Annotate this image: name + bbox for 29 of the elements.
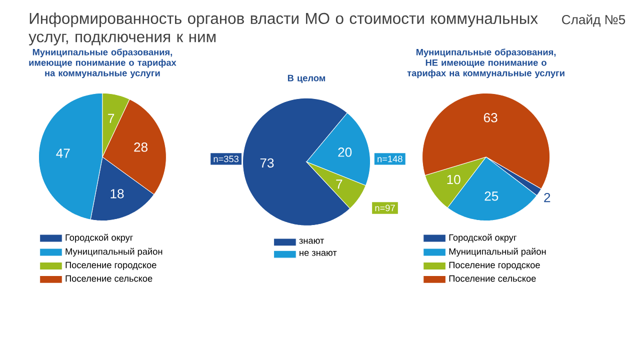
chart-title: Муниципальные образования, имеющие понимание о тарифах на коммунальные услуги [29,48,176,78]
text: n=148 [378,156,402,162]
legend-label: Поселение городское [66,262,156,270]
text: n=353 [214,156,239,162]
data-label: 25 [484,191,498,201]
data-label: 18 [110,189,124,198]
chart-title: В целом [288,74,326,83]
legend-label: Муниципальный район [449,248,546,257]
data-label: 20 [338,147,352,157]
text: Информированность органов власти МО о стоимости коммунальных услуг, подключения к ним [28,12,538,46]
legend-label: не знают [300,250,337,256]
data-label: 63 [484,112,498,122]
chart-title: Муниципальные образования, НЕ имеющие понимание о тарифах на коммунальные услуги [407,48,564,78]
legend-label: знают [299,238,324,244]
data-label: 28 [134,142,148,152]
legend-label: Городской округ [66,234,133,243]
data-label: 73 [260,158,274,168]
legend-label: Поселение сельское [66,275,152,282]
data-label: 47 [56,148,70,158]
text: Слайд №5 [562,14,626,27]
legend-label: Поселение городское [449,262,540,270]
data-label: 7 [108,114,114,123]
data-label: 10 [447,174,460,184]
data-label: 7 [336,180,342,189]
data-label: 2 [544,192,550,202]
legend-label: Поселение сельское [449,275,536,282]
text: n=97 [375,204,395,212]
legend-label: Городской округ [449,234,517,243]
legend-label: Муниципальный район [66,248,162,257]
